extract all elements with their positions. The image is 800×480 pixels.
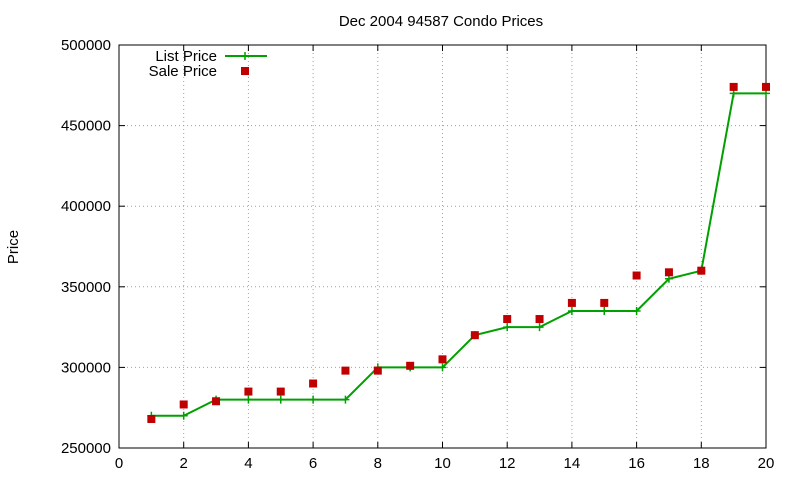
sale-price-point [406, 361, 415, 370]
list-price-point [179, 411, 188, 420]
list-price-point [503, 323, 512, 332]
x-tick-label: 4 [244, 455, 252, 472]
y-tick-label: 400000 [61, 198, 111, 215]
chart-title: Dec 2004 94587 Condo Prices [339, 13, 543, 30]
x-tick-label: 12 [499, 455, 516, 472]
list-price-point [438, 363, 447, 372]
list-price-point [535, 323, 544, 332]
sale-price-point [600, 298, 609, 307]
y-tick-label: 500000 [61, 37, 111, 54]
sale-price-point [244, 387, 253, 396]
x-tick-label: 0 [115, 455, 123, 472]
sale-price-point [470, 331, 479, 340]
x-tick-label: 8 [374, 455, 382, 472]
x-tick-label: 10 [434, 455, 451, 472]
sale-price-point [567, 298, 576, 307]
legend-swatch-marker [241, 67, 249, 75]
y-tick-label: 350000 [61, 279, 111, 296]
series-marks [147, 82, 770, 423]
sale-price-point [535, 315, 544, 324]
sale-price-point [697, 266, 706, 275]
sale-price-point [632, 271, 641, 280]
legend-label: Sale Price [149, 63, 217, 80]
sale-price-point [276, 387, 285, 396]
list-price-point [567, 306, 576, 315]
list-price-point [632, 306, 641, 315]
legend-label: List Price [155, 48, 217, 65]
sale-price-point [309, 379, 318, 388]
sale-price-point [212, 397, 221, 406]
y-axis-label: Price [5, 230, 22, 264]
axes: 0 2 4 6 8 10 12 14 16 18 20 250000 300000 350000 40000… [61, 37, 774, 472]
list-price-point [600, 306, 609, 315]
x-tick-label: 16 [628, 455, 645, 472]
sale-price-point [762, 82, 770, 91]
x-tick-label: 14 [564, 455, 581, 472]
list-price-point [309, 395, 318, 404]
sale-price-point [503, 315, 512, 324]
grid-lines [119, 45, 766, 448]
x-tick-label: 18 [693, 455, 710, 472]
sale-price-point [341, 366, 350, 375]
y-tick-label: 450000 [61, 118, 111, 135]
list-price-point [276, 395, 285, 404]
sale-price-point [729, 82, 738, 91]
x-tick-label: 20 [758, 455, 775, 472]
x-tick-label: 6 [309, 455, 317, 472]
x-tick-label: 2 [180, 455, 188, 472]
sale-price-point [438, 355, 447, 364]
list-price-point [341, 395, 350, 404]
y-tick-label: 250000 [61, 440, 111, 457]
series-line-list-price [151, 92, 766, 417]
sale-price-point [664, 268, 673, 277]
legend-swatch-marker [241, 52, 249, 60]
list-price-point [244, 395, 253, 404]
y-tick-label: 300000 [61, 359, 111, 376]
sale-price-point [147, 414, 156, 423]
sale-price-point [179, 400, 188, 409]
sale-price-point [373, 366, 382, 375]
